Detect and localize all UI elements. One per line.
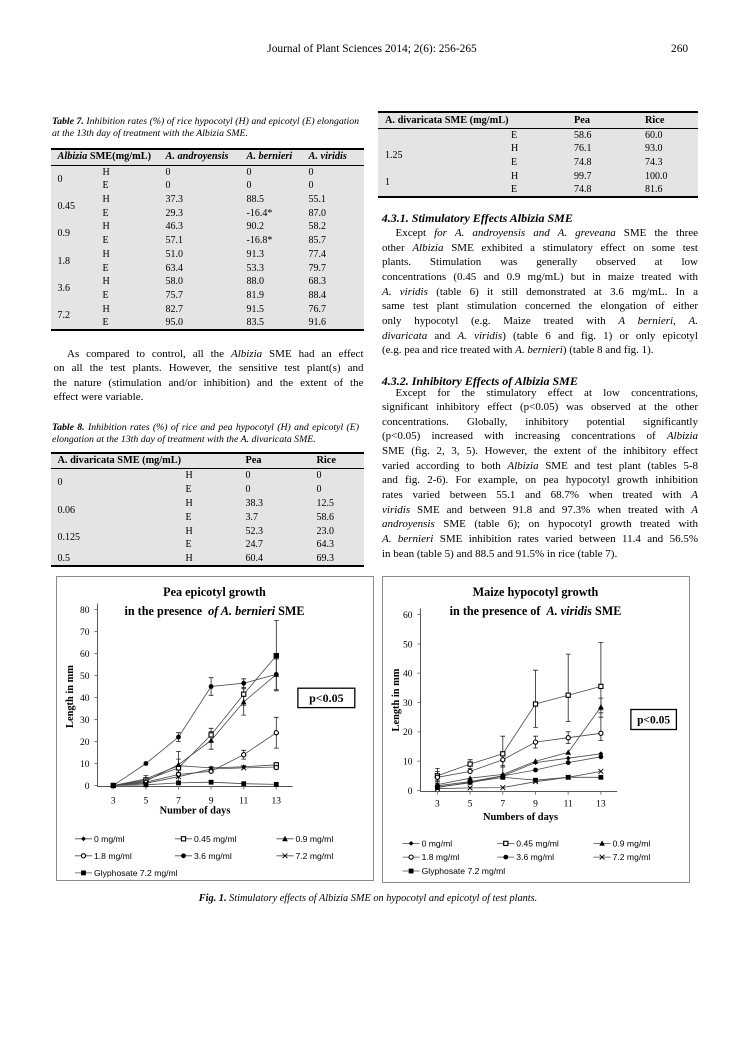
svg-text:Number of days: Number of days — [160, 806, 231, 817]
svg-text:9: 9 — [533, 800, 538, 810]
svg-text:7.2 mg/ml: 7.2 mg/ml — [296, 851, 334, 861]
svg-text:Numbers of days: Numbers of days — [483, 812, 558, 823]
svg-text:10: 10 — [403, 758, 413, 768]
svg-text:20: 20 — [80, 738, 90, 748]
svg-text:p<0.05: p<0.05 — [309, 691, 344, 705]
svg-text:20: 20 — [403, 728, 413, 738]
svg-text:5: 5 — [468, 800, 473, 810]
svg-text:in the presence of A. viridis: in the presence of A. viridis SME — [450, 604, 622, 618]
svg-text:0: 0 — [85, 782, 90, 792]
svg-text:0.9 mg/ml: 0.9 mg/ml — [613, 839, 651, 849]
svg-text:Maize hypocotyl growth: Maize hypocotyl growth — [473, 585, 599, 599]
svg-text:in the presence of A. bernier: in the presence of A. bernieri SME — [124, 604, 304, 618]
svg-text:70: 70 — [80, 628, 90, 638]
svg-text:0: 0 — [408, 787, 413, 797]
svg-text:50: 50 — [80, 672, 90, 682]
svg-text:50: 50 — [403, 640, 413, 650]
svg-text:Glyphosate 7.2 mg/ml: Glyphosate 7.2 mg/ml — [94, 868, 178, 878]
svg-text:3.6 mg/ml: 3.6 mg/ml — [194, 851, 232, 861]
svg-text:0.45 mg/ml: 0.45 mg/ml — [194, 834, 237, 844]
svg-text:Length in mm: Length in mm — [391, 668, 402, 731]
svg-text:3.6 mg/ml: 3.6 mg/ml — [516, 852, 554, 862]
svg-text:13: 13 — [596, 800, 606, 810]
svg-text:1.8 mg/ml: 1.8 mg/ml — [422, 852, 460, 862]
svg-text:11: 11 — [239, 797, 248, 807]
svg-text:40: 40 — [80, 694, 90, 704]
svg-text:p<0.05: p<0.05 — [637, 715, 670, 727]
svg-text:1.8 mg/ml: 1.8 mg/ml — [94, 851, 132, 861]
svg-text:13: 13 — [272, 797, 282, 807]
svg-text:9: 9 — [209, 797, 214, 807]
svg-text:0 mg/ml: 0 mg/ml — [422, 839, 453, 849]
svg-text:0 mg/ml: 0 mg/ml — [94, 834, 125, 844]
svg-text:7: 7 — [176, 797, 181, 807]
svg-text:Glyphosate 7.2 mg/ml: Glyphosate 7.2 mg/ml — [422, 866, 506, 876]
svg-text:0.45 mg/ml: 0.45 mg/ml — [516, 839, 559, 849]
svg-text:10: 10 — [80, 760, 90, 770]
svg-text:80: 80 — [80, 606, 90, 616]
svg-text:Length in mm: Length in mm — [65, 665, 76, 728]
svg-text:60: 60 — [403, 611, 413, 621]
svg-text:30: 30 — [403, 699, 413, 709]
svg-text:60: 60 — [80, 650, 90, 660]
svg-text:3: 3 — [111, 797, 116, 807]
svg-text:7.2 mg/ml: 7.2 mg/ml — [613, 852, 651, 862]
svg-text:40: 40 — [403, 670, 413, 680]
svg-text:Pea epicotyl growth: Pea epicotyl growth — [163, 585, 266, 599]
svg-text:3: 3 — [435, 800, 440, 810]
svg-text:11: 11 — [564, 800, 573, 810]
svg-text:7: 7 — [500, 800, 505, 810]
svg-text:30: 30 — [80, 716, 90, 726]
svg-text:0.9 mg/ml: 0.9 mg/ml — [296, 834, 334, 844]
svg-text:5: 5 — [144, 797, 149, 807]
